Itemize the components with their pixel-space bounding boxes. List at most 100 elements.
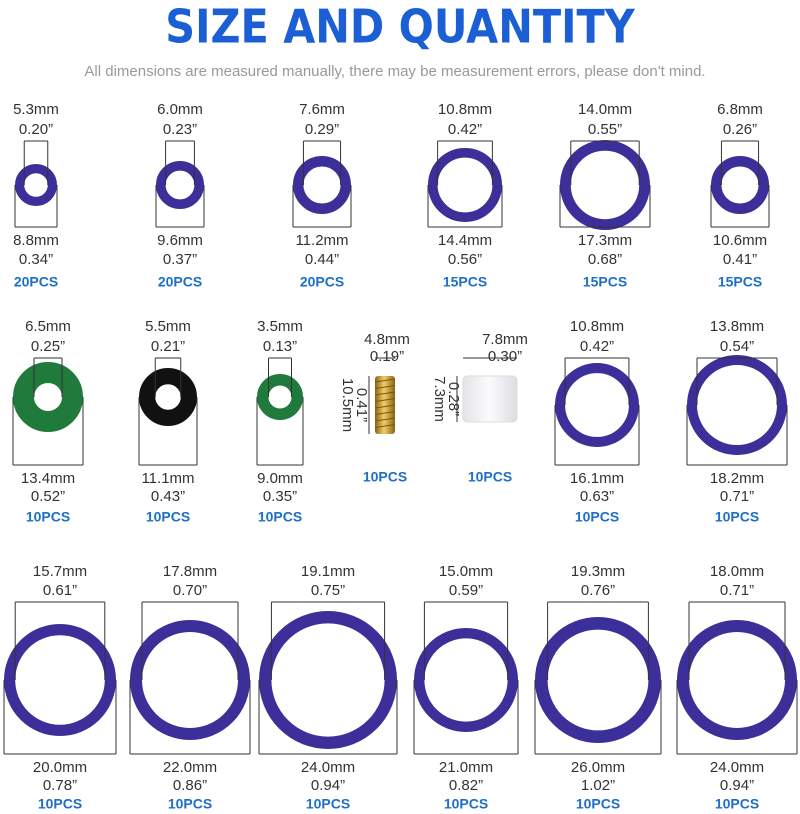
subtitle: All dimensions are measured manually, th…: [84, 63, 705, 80]
inner-diameter-in: 0.26”: [723, 121, 757, 138]
outer-diameter-in: 0.41”: [723, 251, 757, 268]
quantity: 10PCS: [258, 509, 302, 525]
outer-diameter-in: 0.86”: [173, 777, 207, 794]
quantity: 10PCS: [715, 509, 759, 525]
outer-diameter-in: 0.78”: [43, 777, 77, 794]
thread: [374, 404, 396, 409]
quantity: 10PCS: [576, 796, 620, 812]
outer-diameter-mm: 24.0mm: [301, 759, 355, 776]
inner-diameter-mm: 19.3mm: [571, 563, 625, 580]
length-mm: 10.5mm: [339, 378, 356, 432]
brass-insert: [375, 376, 395, 434]
inner-diameter-mm: 3.5mm: [257, 318, 303, 335]
inner-diameter-mm: 7.6mm: [299, 101, 345, 118]
quantity: 15PCS: [443, 274, 487, 290]
outer-diameter-in: 0.56”: [448, 251, 482, 268]
inner-diameter-in: 0.21”: [151, 338, 185, 355]
outer-diameter-mm: 24.0mm: [710, 759, 764, 776]
outer-diameter-mm: 14.4mm: [438, 232, 492, 249]
quantity: 20PCS: [158, 274, 202, 290]
width-mm: 4.8mm: [364, 331, 410, 348]
o-ring: [554, 363, 639, 448]
outer-diameter-in: 0.68”: [588, 251, 622, 268]
outer-diameter-in: 0.43”: [151, 488, 185, 505]
outer-diameter-in: 0.71”: [720, 488, 754, 505]
quantity: 10PCS: [26, 509, 70, 525]
outer-diameter-in: 0.35”: [263, 488, 297, 505]
outer-diameter-mm: 21.0mm: [439, 759, 493, 776]
width-mm: 7.8mm: [482, 331, 528, 348]
o-ring: [156, 161, 205, 210]
outer-diameter-mm: 18.2mm: [710, 470, 764, 487]
inner-diameter-in: 0.70”: [173, 582, 207, 599]
inner-diameter-mm: 17.8mm: [163, 563, 217, 580]
outer-diameter-in: 0.94”: [720, 777, 754, 794]
outer-diameter-in: 0.94”: [311, 777, 345, 794]
quantity: 10PCS: [575, 509, 619, 525]
inner-diameter-in: 0.29”: [305, 121, 339, 138]
o-ring: [13, 362, 83, 432]
inner-diameter-mm: 18.0mm: [710, 563, 764, 580]
outer-diameter-mm: 11.2mm: [295, 232, 348, 249]
outer-diameter-in: 0.52”: [31, 488, 65, 505]
inner-diameter-in: 0.13”: [263, 338, 297, 355]
outer-diameter-mm: 9.0mm: [257, 470, 303, 487]
o-ring: [534, 616, 661, 743]
o-ring: [130, 620, 250, 740]
o-ring: [138, 367, 197, 426]
inner-diameter-mm: 10.8mm: [438, 101, 492, 118]
thread: [374, 424, 396, 428]
plastic-sleeve: [462, 375, 518, 423]
outer-diameter-in: 0.82”: [449, 777, 483, 794]
o-ring: [677, 620, 797, 740]
inner-diameter-in: 0.25”: [31, 338, 65, 355]
thread: [374, 417, 396, 422]
inner-diameter-mm: 10.8mm: [570, 318, 624, 335]
o-ring: [257, 374, 303, 420]
inner-diameter-in: 0.20”: [19, 121, 53, 138]
quantity: 10PCS: [306, 796, 350, 812]
inner-diameter-in: 0.42”: [448, 121, 482, 138]
inner-diameter-mm: 6.8mm: [717, 101, 763, 118]
o-ring: [710, 156, 769, 215]
outer-diameter-in: 0.34”: [19, 251, 53, 268]
width-in: 0.19”: [370, 348, 404, 365]
o-ring: [427, 147, 502, 222]
quantity: 10PCS: [444, 796, 488, 812]
inner-diameter-mm: 15.0mm: [439, 563, 493, 580]
quantity: 15PCS: [718, 274, 762, 290]
inner-diameter-in: 0.75”: [311, 582, 345, 599]
inner-diameter-in: 0.42”: [580, 338, 614, 355]
inner-diameter-in: 0.76”: [581, 582, 615, 599]
o-ring: [15, 163, 57, 206]
inner-diameter-in: 0.23”: [163, 121, 197, 138]
inner-diameter-in: 0.55”: [588, 121, 622, 138]
outer-diameter-in: 1.02”: [581, 777, 615, 794]
width-in: 0.30”: [488, 348, 522, 365]
inner-diameter-in: 0.54”: [720, 338, 754, 355]
outer-diameter-mm: 9.6mm: [157, 232, 203, 249]
thread: [374, 391, 396, 396]
inner-diameter-mm: 6.5mm: [25, 318, 71, 335]
outer-diameter-mm: 11.1mm: [141, 470, 194, 487]
outer-diameter-mm: 17.3mm: [578, 232, 632, 249]
outer-diameter-mm: 10.6mm: [713, 232, 767, 249]
quantity: 15PCS: [583, 274, 627, 290]
o-ring: [687, 355, 787, 455]
inner-diameter-mm: 13.8mm: [710, 318, 764, 335]
outer-diameter-mm: 8.8mm: [13, 232, 59, 249]
inner-diameter-in: 0.61”: [43, 582, 77, 599]
quantity: 10PCS: [168, 796, 212, 812]
o-ring: [3, 623, 117, 736]
outer-diameter-mm: 13.4mm: [21, 470, 75, 487]
o-ring: [560, 139, 651, 230]
inner-diameter-in: 0.59”: [449, 582, 483, 599]
thread: [374, 398, 396, 402]
inner-diameter-mm: 14.0mm: [578, 101, 632, 118]
outer-diameter-mm: 22.0mm: [163, 759, 217, 776]
quantity: 10PCS: [363, 469, 407, 485]
inner-diameter-mm: 5.5mm: [145, 318, 191, 335]
outer-diameter-mm: 26.0mm: [571, 759, 625, 776]
quantity: 10PCS: [468, 469, 512, 485]
